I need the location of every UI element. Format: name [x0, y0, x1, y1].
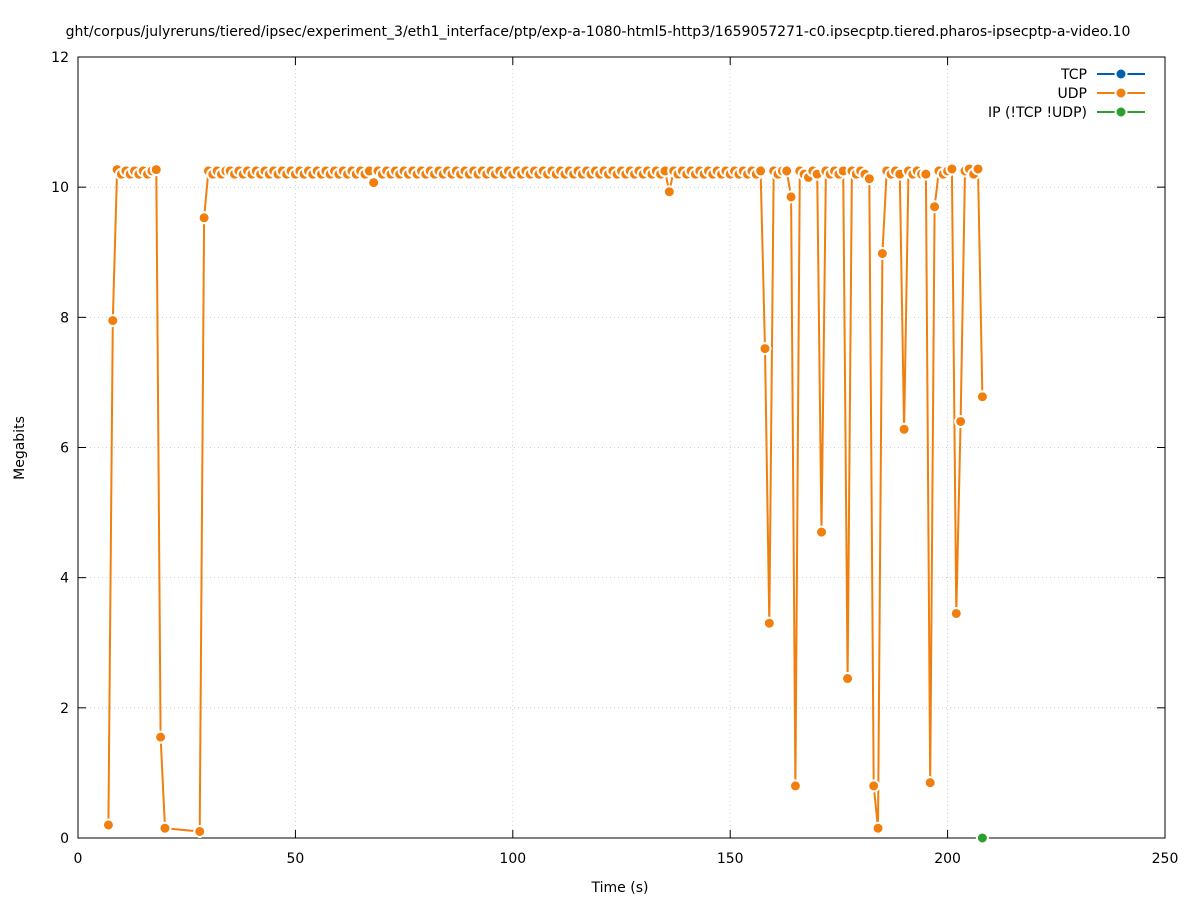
data-point: [928, 200, 942, 214]
data-point: [975, 390, 989, 404]
legend-marker: [1114, 86, 1128, 100]
x-tick-label: 50: [286, 851, 304, 867]
data-point: [101, 818, 115, 832]
y-tick-label: 10: [51, 180, 69, 196]
x-tick-label: 150: [717, 851, 744, 867]
x-axis-label: Time (s): [591, 880, 649, 896]
data-point: [788, 779, 802, 793]
y-axis-label: Megabits: [12, 416, 28, 480]
data-point: [975, 831, 989, 845]
data-point: [949, 606, 963, 620]
y-axis: 0 2 4 6 8 10 12: [51, 50, 1165, 847]
chart-title: ght/corpus/julyreruns/tiered/ipsec/exper…: [66, 24, 1131, 40]
y-tick-label: 4: [60, 571, 69, 587]
data-point: [815, 525, 829, 539]
legend: TCP UDP IP (!TCP !UDP): [988, 67, 1145, 121]
x-tick-label: 200: [934, 851, 961, 867]
data-point: [945, 162, 959, 176]
legend-marker: [1114, 67, 1128, 81]
series-udp: [101, 162, 989, 838]
data-point: [780, 164, 794, 178]
y-tick-label: 12: [51, 50, 69, 66]
data-point: [662, 185, 676, 199]
x-axis: 0 50 100 150 200 250: [74, 57, 1179, 867]
series-ip-tcp-udp-: [975, 831, 989, 845]
data-point: [154, 730, 168, 744]
data-point: [867, 779, 881, 793]
data-point: [158, 821, 172, 835]
data-point: [919, 167, 933, 181]
data-point: [106, 314, 120, 328]
data-point: [862, 172, 876, 186]
data-point: [149, 163, 163, 177]
data-point: [754, 164, 768, 178]
data-point: [367, 176, 381, 190]
data-point: [758, 342, 772, 356]
x-tick-label: 0: [74, 851, 83, 867]
data-point: [954, 414, 968, 428]
y-tick-label: 8: [60, 310, 69, 326]
x-tick-label: 100: [499, 851, 526, 867]
series-line: [107, 166, 984, 833]
data-point: [784, 190, 798, 204]
legend-label: TCP: [1060, 67, 1087, 83]
legend-label: IP (!TCP !UDP): [988, 105, 1087, 121]
series-layer: [101, 162, 989, 845]
x-tick-label: 250: [1152, 851, 1179, 867]
y-tick-label: 0: [60, 831, 69, 847]
data-point: [871, 821, 885, 835]
data-point: [897, 422, 911, 436]
data-point: [197, 211, 211, 225]
data-point: [875, 247, 889, 261]
data-point: [193, 824, 207, 838]
data-point: [762, 616, 776, 630]
data-point: [971, 162, 985, 176]
y-tick-label: 6: [60, 441, 69, 457]
data-point: [923, 776, 937, 790]
y-tick-label: 2: [60, 701, 69, 717]
legend-marker: [1114, 105, 1128, 119]
legend-label: UDP: [1058, 86, 1087, 102]
data-point: [841, 672, 855, 686]
